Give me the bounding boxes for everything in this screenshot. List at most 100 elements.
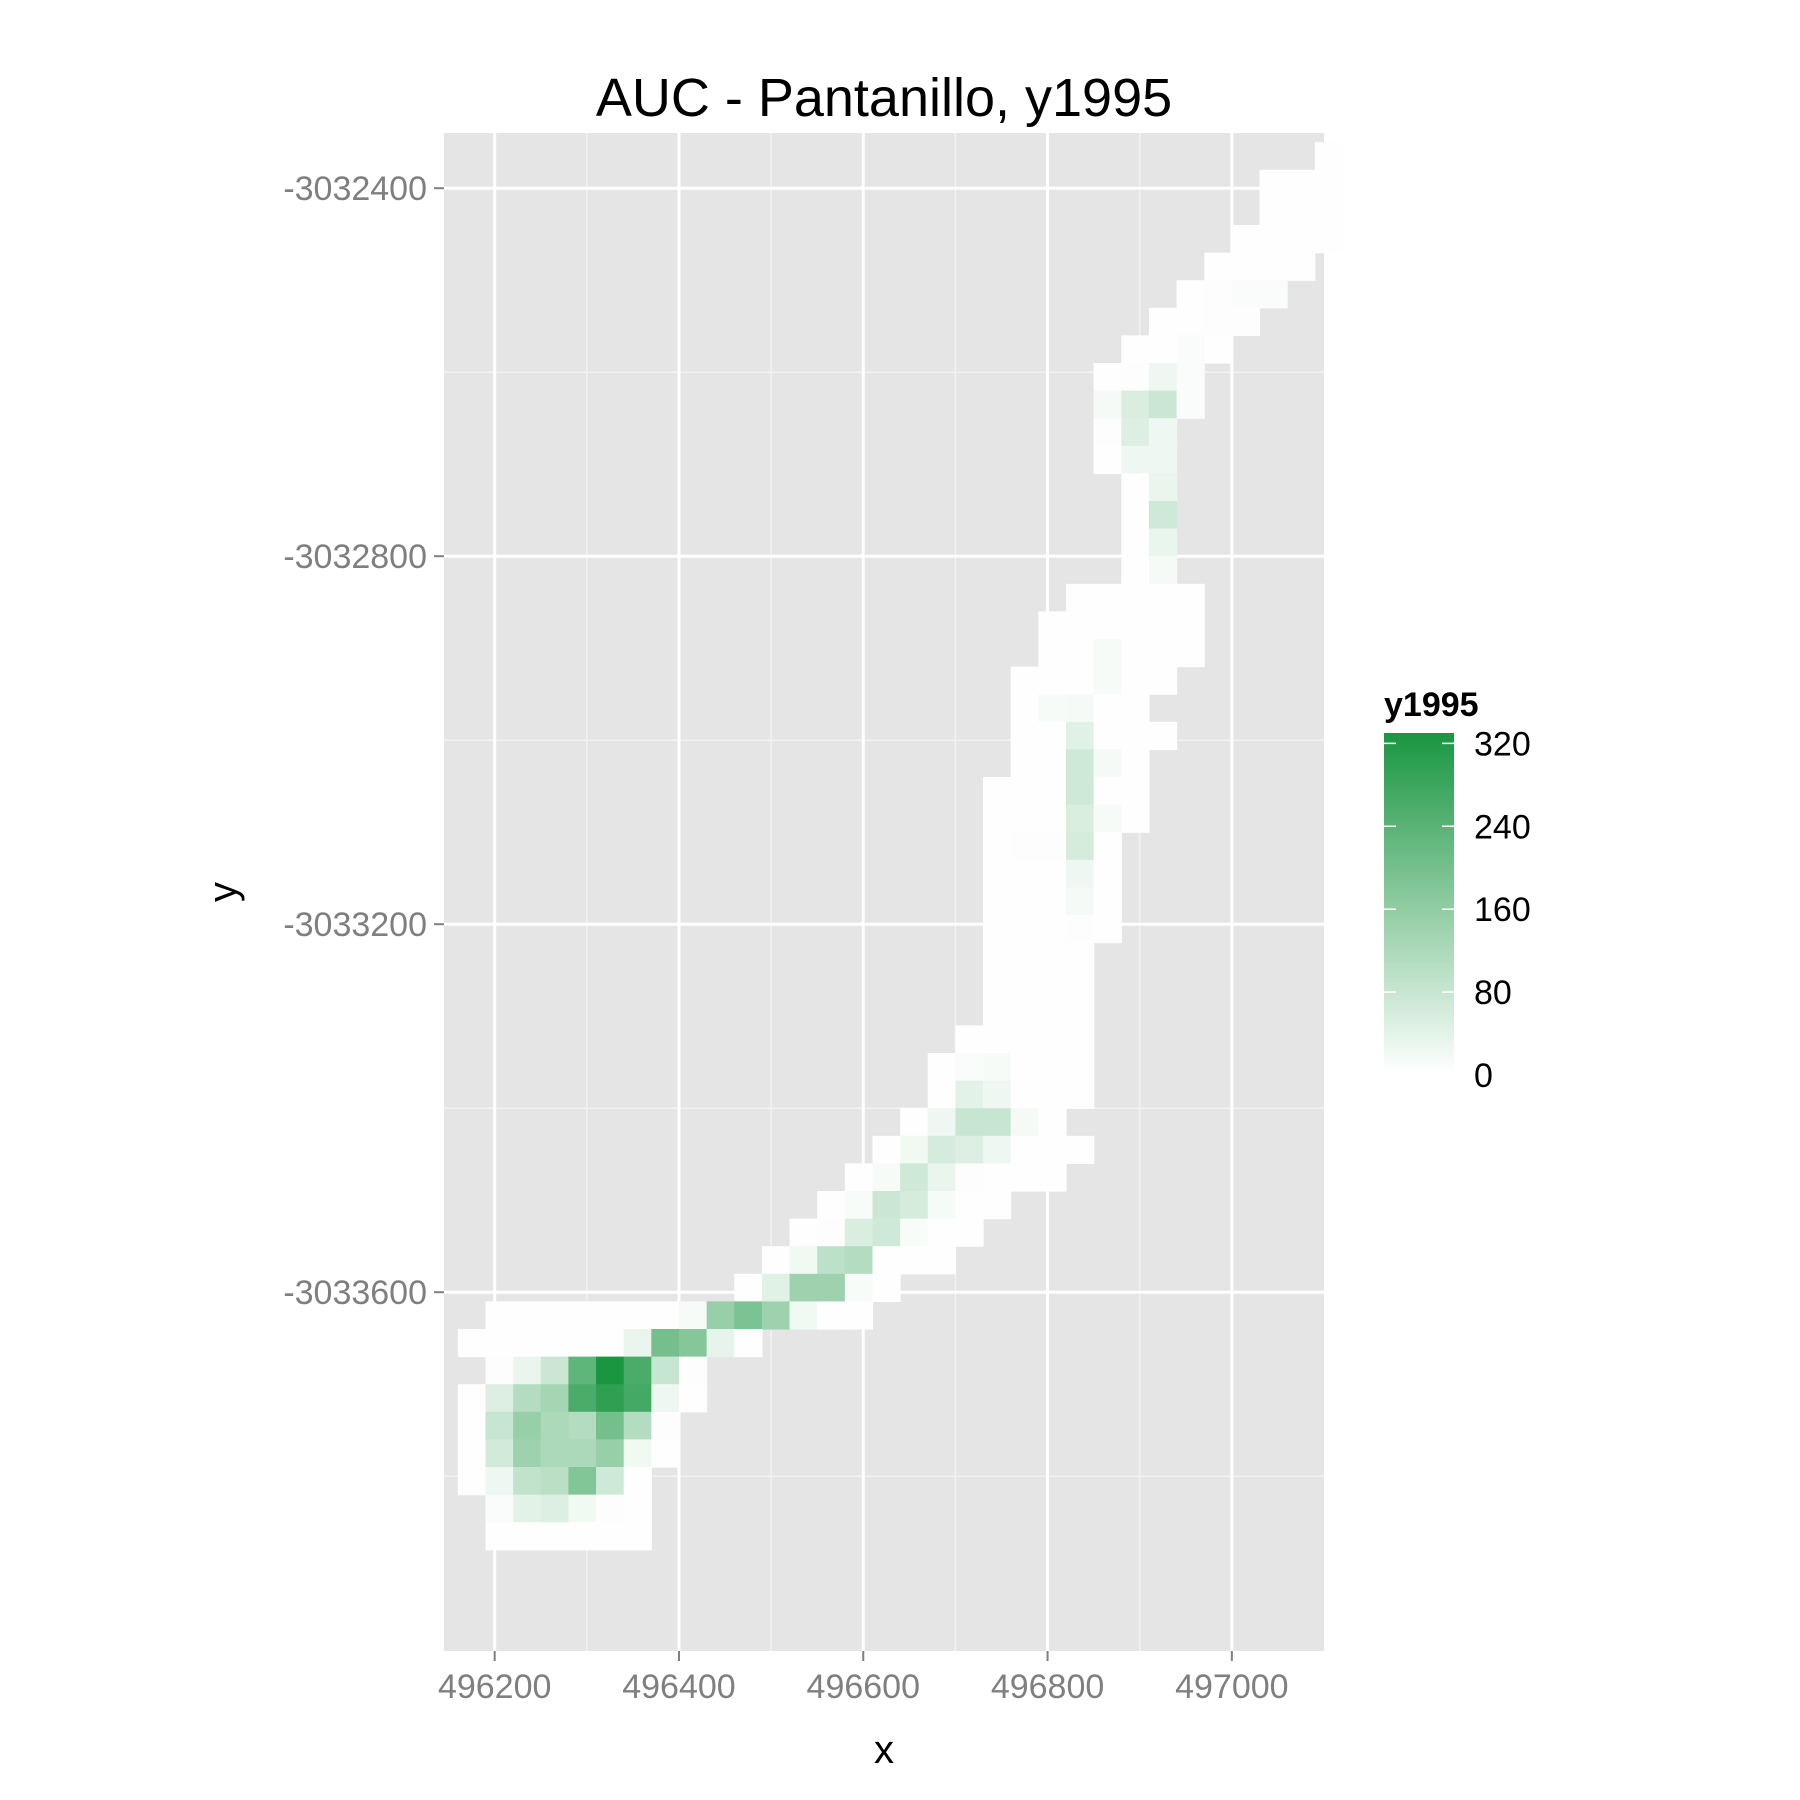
heatmap-cell [1148, 445, 1178, 474]
heatmap-cell [955, 1080, 984, 1109]
heatmap-cell [1093, 915, 1122, 944]
heatmap-cell [568, 1301, 597, 1330]
heatmap-cell [540, 1411, 569, 1440]
heatmap-cell [1093, 859, 1122, 888]
heatmap-cell [983, 1080, 1012, 1109]
heatmap-cell [1259, 197, 1288, 226]
heatmap-cell [1038, 887, 1067, 916]
heatmap-cell [955, 1218, 984, 1247]
heatmap-cell [513, 1384, 542, 1413]
heatmap-cell [651, 1301, 680, 1330]
heatmap-cell [540, 1301, 569, 1330]
heatmap-cell [485, 1411, 514, 1440]
heatmap-cell [983, 1108, 1012, 1137]
heatmap-cell [1038, 804, 1067, 833]
heatmap-cell [596, 1411, 625, 1440]
heatmap-cell [844, 1191, 874, 1220]
heatmap-cell [1204, 252, 1233, 281]
heatmap-cell [817, 1191, 846, 1220]
heatmap-cell [1287, 197, 1316, 226]
y-tick-label: -3032800 [283, 538, 427, 576]
y-axis-title: y [201, 882, 245, 902]
heatmap-cell [1176, 335, 1205, 364]
heatmap-cell [1121, 749, 1150, 778]
heatmap-cell [1148, 721, 1178, 750]
heatmap-cell [900, 1163, 929, 1192]
heatmap-cell [1010, 970, 1039, 999]
heatmap-cell [1176, 639, 1205, 668]
heatmap-cell [955, 1108, 984, 1137]
heatmap-cell [900, 1191, 929, 1220]
heatmap-cell [1010, 1135, 1039, 1164]
heatmap-cell [1121, 418, 1150, 447]
heatmap-cell [1121, 445, 1150, 474]
heatmap-cell [1148, 639, 1178, 668]
heatmap-cell [927, 1218, 957, 1247]
legend-tick-label: 80 [1474, 974, 1512, 1012]
heatmap-cell [1065, 639, 1095, 668]
heatmap-cell [844, 1273, 874, 1302]
heatmap-cell [1121, 777, 1150, 806]
heatmap-cell [983, 887, 1012, 916]
heatmap-cell [844, 1218, 874, 1247]
heatmap-cell [1010, 997, 1039, 1026]
heatmap-cell [789, 1246, 818, 1275]
heatmap-cell [761, 1246, 791, 1275]
heatmap-cell [1148, 390, 1178, 419]
heatmap-cell [678, 1329, 708, 1358]
heatmap-cell [1038, 997, 1067, 1026]
heatmap-cell [983, 777, 1012, 806]
heatmap-cell [485, 1329, 514, 1358]
heatmap-cell [651, 1439, 680, 1468]
heatmap-cell [1121, 694, 1150, 723]
heatmap-cell [596, 1439, 625, 1468]
heatmap-cell [983, 915, 1012, 944]
heatmap-cell [927, 1053, 957, 1082]
heatmap-cell [485, 1467, 514, 1496]
heatmap-cell [1314, 142, 1344, 171]
heatmap-cell [623, 1494, 652, 1523]
heatmap-cell [1010, 694, 1039, 723]
heatmap-cell [1148, 363, 1178, 392]
heatmap-cell [1121, 528, 1150, 557]
legend-tick-label: 160 [1474, 891, 1531, 929]
heatmap-cell [817, 1273, 846, 1302]
legend-ticks: 0 80 160 240 320 [1384, 725, 1531, 1095]
heatmap-cell [540, 1329, 569, 1358]
heatmap-cell [1121, 583, 1150, 612]
heatmap-cell [1010, 1080, 1039, 1109]
heatmap-cell [844, 1246, 874, 1275]
heatmap-cell [568, 1411, 597, 1440]
heatmap-cell [872, 1191, 901, 1220]
heatmap-cell [900, 1246, 929, 1275]
heatmap-cell [1065, 583, 1095, 612]
heatmap-cell [1148, 666, 1178, 695]
heatmap-cell [1314, 169, 1344, 198]
heatmap-cell [1010, 887, 1039, 916]
heatmap-cell [1010, 915, 1039, 944]
heatmap-cell [513, 1494, 542, 1523]
heatmap-cell [1287, 252, 1316, 281]
heatmap-cell [1148, 611, 1178, 640]
heatmap-cell [1204, 280, 1233, 309]
heatmap-cell [983, 942, 1012, 971]
heatmap-cell [1093, 666, 1122, 695]
color-legend: y1995 0 80 160 240 320 [1384, 686, 1531, 1095]
heatmap-cell [596, 1384, 625, 1413]
heatmap-cell [485, 1522, 514, 1551]
heatmap-cell [955, 1053, 984, 1082]
legend-title: y1995 [1384, 686, 1479, 724]
heatmap-cell [1065, 721, 1095, 750]
heatmap-cell [1038, 942, 1067, 971]
heatmap-cell [596, 1301, 625, 1330]
heatmap-cell [1093, 390, 1122, 419]
heatmap-cell [1176, 280, 1205, 309]
heatmap-cell [1038, 694, 1067, 723]
heatmap-cell [1065, 970, 1095, 999]
heatmap-cell [1121, 611, 1150, 640]
heatmap-cell [1259, 252, 1288, 281]
heatmap-cell [983, 1163, 1012, 1192]
heatmap-cell [1204, 335, 1233, 364]
heatmap-cell [1010, 804, 1039, 833]
heatmap-cell [1038, 666, 1067, 695]
